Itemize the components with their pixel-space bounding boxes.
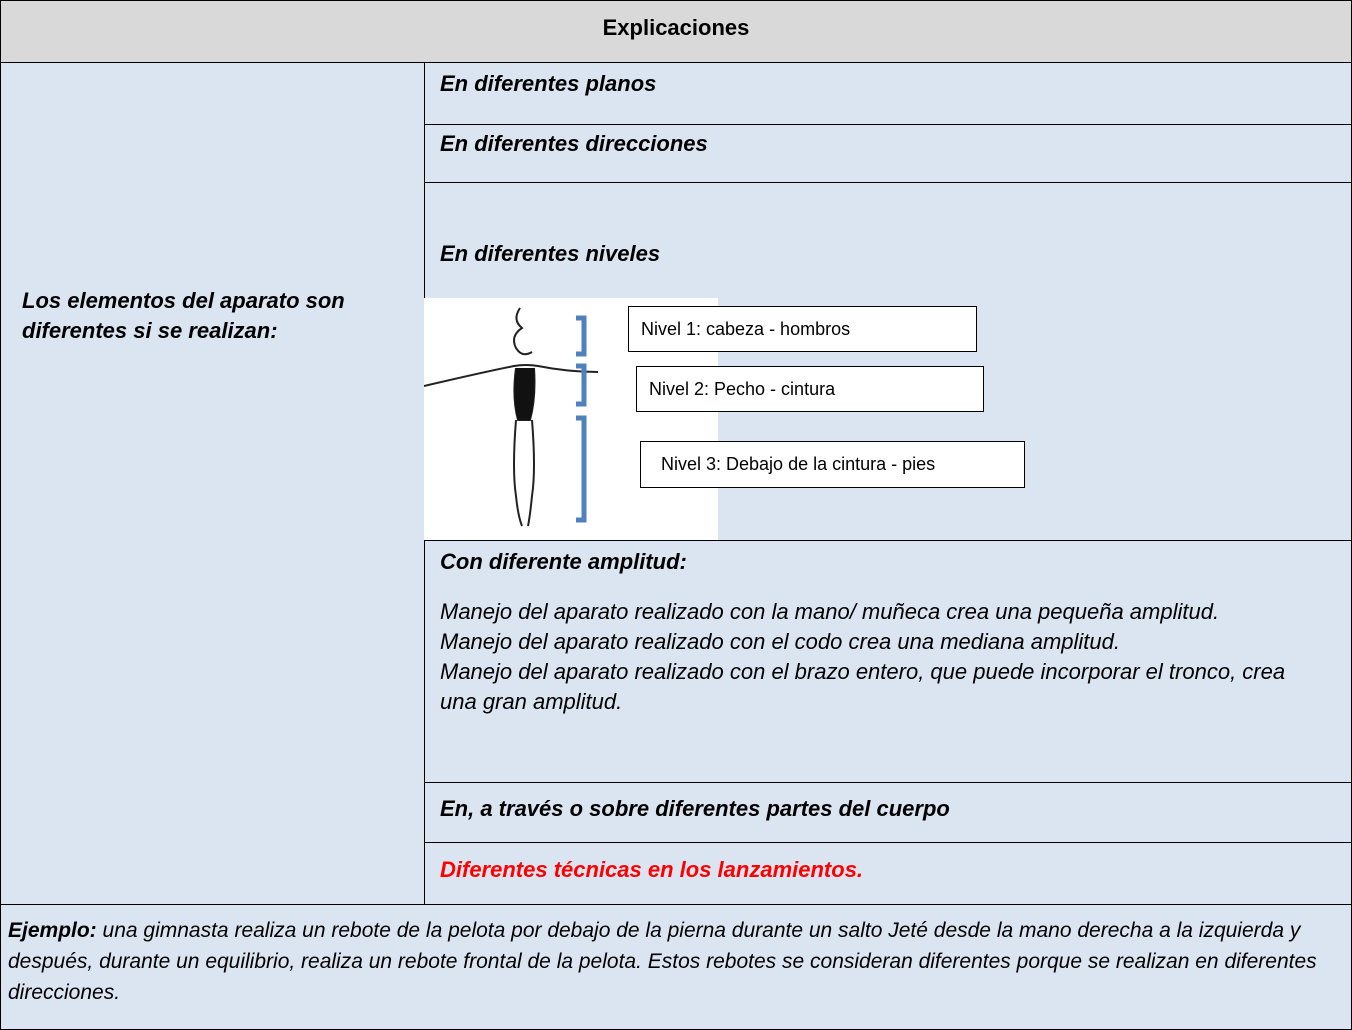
example-lead: Ejemplo:	[8, 919, 97, 942]
row-title: Diferentes técnicas en los lanzamientos.	[440, 857, 864, 882]
row-title: Con diferente amplitud:	[440, 549, 687, 574]
level-label: Nivel 3: Debajo de la cintura - pies	[640, 441, 1025, 488]
left-label: Los elementos del aparato son diferentes…	[22, 288, 345, 343]
amplitude-text: Manejo del aparato realizado con la mano…	[440, 597, 1320, 717]
amplitude-line: Manejo del aparato realizado con el codo…	[440, 629, 1120, 654]
example-cell: Ejemplo: una gimnasta realiza un rebote …	[0, 904, 1352, 1030]
row-cell: En diferentes direcciones	[424, 124, 1352, 183]
row-title: En, a través o sobre diferentes partes d…	[440, 796, 950, 821]
row-title: En diferentes planos	[440, 71, 657, 96]
header-title: Explicaciones	[602, 15, 750, 40]
row-title: En diferentes niveles	[440, 241, 661, 266]
left-cell: Los elementos del aparato son diferentes…	[0, 62, 425, 905]
amplitude-line: Manejo del aparato realizado con el braz…	[440, 659, 1286, 714]
row-cell: En, a través o sobre diferentes partes d…	[424, 782, 1352, 843]
row-cell: Diferentes técnicas en los lanzamientos.	[424, 842, 1352, 905]
row-title: En diferentes direcciones	[440, 131, 708, 156]
example: Ejemplo: una gimnasta realiza un rebote …	[8, 915, 1328, 1008]
row-cell: En diferentes planos	[424, 62, 1352, 125]
header-cell: Explicaciones	[0, 0, 1352, 63]
amplitude-line: Manejo del aparato realizado con la mano…	[440, 599, 1220, 624]
level-label: Nivel 2: Pecho - cintura	[636, 366, 984, 412]
row-cell: Con diferente amplitud: Manejo del apara…	[424, 540, 1352, 783]
level-label: Nivel 1: cabeza - hombros	[628, 306, 977, 352]
example-text: una gimnasta realiza un rebote de la pel…	[8, 919, 1317, 1004]
